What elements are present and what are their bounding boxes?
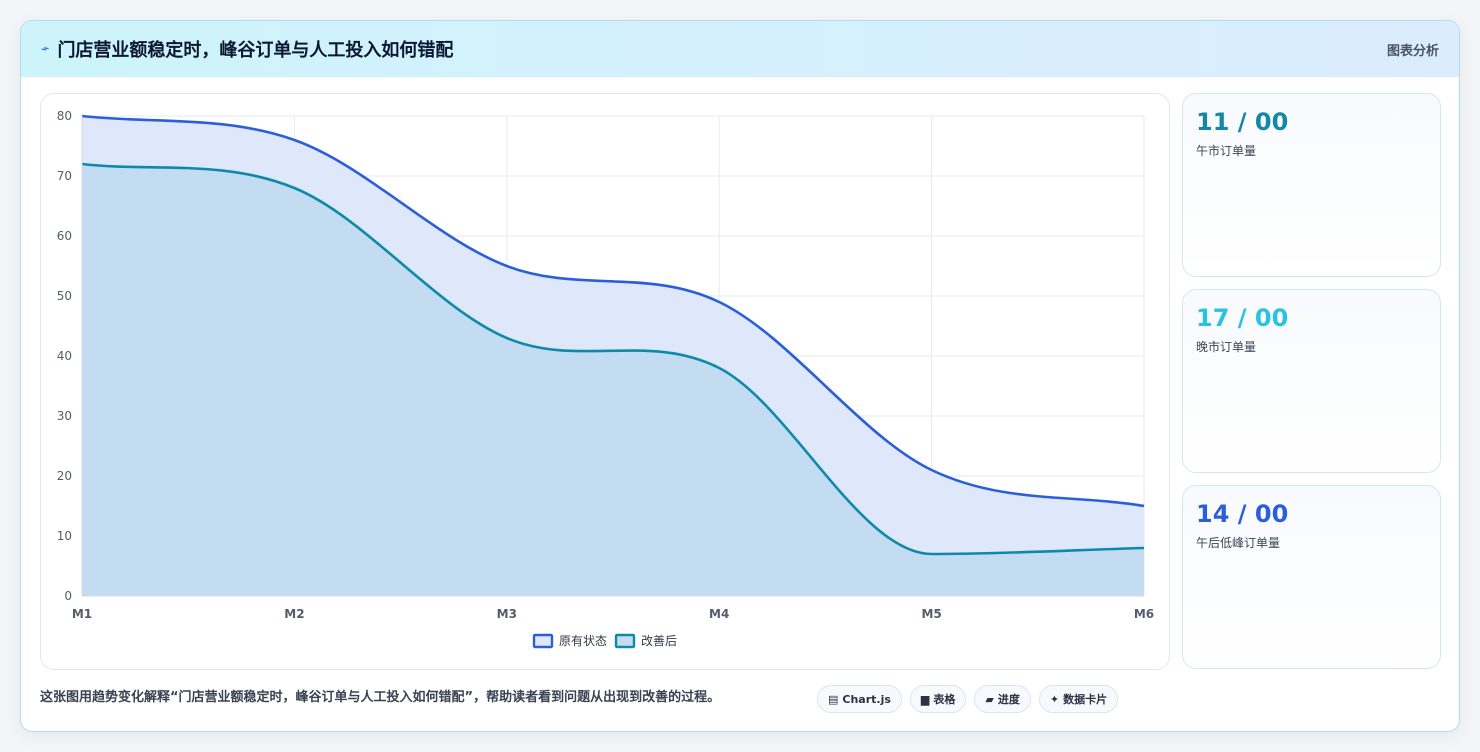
- stat-card-lunch: 11 / 00 午市订单量: [1182, 93, 1441, 277]
- stat-label: 晚市订单量: [1196, 340, 1257, 354]
- area-chart: 0 10 20 30 40 50 60 70 80 M1 M2 M3 M4 M5 M6 原有状态 改善后: [57, 109, 1154, 649]
- x-tick-label: M5: [921, 607, 941, 621]
- y-tick-label: 0: [64, 589, 72, 603]
- table-icon: ▆: [920, 692, 930, 706]
- chip-chartjs[interactable]: ▤ Chart.js: [817, 685, 902, 713]
- legend-label: 改善后: [641, 633, 677, 648]
- y-tick-label: 80: [57, 109, 72, 123]
- chip-data-card[interactable]: ✦ 数据卡片: [1038, 685, 1119, 713]
- legend-swatch: [532, 633, 554, 649]
- page-title: 门店营业额稳定时，峰谷订单与人工投入如何错配: [57, 40, 454, 61]
- series-line-0: [81, 114, 1145, 508]
- y-tick-label: 70: [57, 169, 72, 183]
- y-tick-label: 60: [57, 229, 72, 243]
- y-tick-label: 50: [57, 289, 72, 303]
- y-tick-label: 10: [57, 529, 72, 543]
- stat-card-dinner: 17 / 00 晚市订单量: [1182, 289, 1441, 473]
- x-tick-label: M1: [72, 607, 92, 621]
- x-tick-label: M4: [709, 607, 729, 621]
- title-wrap: ⌁ 门店营业额稳定时，峰谷订单与人工投入如何错配: [38, 36, 454, 62]
- x-tick-label: M2: [284, 607, 304, 621]
- chip-label: Chart.js: [842, 692, 891, 706]
- stat-value: 11 / 00: [1196, 108, 1289, 136]
- stat-value: 14 / 00: [1196, 500, 1289, 528]
- stat-card-offpeak: 14 / 00 午后低峰订单量: [1182, 485, 1441, 669]
- series-line-1: [81, 162, 1145, 556]
- chart-card: ⌁ 门店营业额稳定时，峰谷订单与人工投入如何错配 图表分析 0 10 20 30 40 5…: [20, 20, 1460, 732]
- chip-progress[interactable]: ▰ 进度: [974, 685, 1031, 713]
- chart-description: 这张图用趋势变化解释“门店营业额稳定时，峰谷订单与人工投入如何错配”，帮助读者看…: [40, 690, 721, 705]
- y-tick-label: 30: [57, 409, 72, 423]
- sparkle-icon: ✦: [1049, 692, 1060, 706]
- legend-swatch: [614, 633, 636, 649]
- chip-table[interactable]: ▆ 表格: [909, 685, 967, 713]
- y-tick-label: 20: [57, 469, 72, 483]
- legend-label: 原有状态: [559, 634, 607, 648]
- card-header: ⌁ 门店营业额稳定时，峰谷订单与人工投入如何错配 图表分析: [21, 21, 1459, 77]
- stat-label: 午后低峰订单量: [1196, 536, 1281, 550]
- stat-label: 午市订单量: [1196, 144, 1257, 158]
- trend-icon: ⌁: [38, 40, 52, 58]
- chart-icon: ▤: [828, 692, 839, 706]
- series-area-1: [82, 164, 1144, 596]
- chip-label: 进度: [997, 693, 1020, 706]
- progress-icon: ▰: [985, 692, 994, 706]
- chart-panel: 0 10 20 30 40 50 60 70 80 M1 M2 M3 M4 M5 M6 原有状态 改善后: [40, 93, 1170, 670]
- stat-value: 17 / 00: [1196, 304, 1289, 332]
- tag-chips: ▤ Chart.js ▆ 表格 ▰ 进度 ✦ 数据卡片: [817, 685, 1119, 713]
- chip-label: 表格: [933, 693, 956, 706]
- x-tick-label: M3: [497, 607, 517, 621]
- chip-label: 数据卡片: [1063, 693, 1108, 706]
- x-tick-label: M6: [1134, 607, 1154, 621]
- header-section-label: 图表分析: [1386, 43, 1439, 59]
- y-tick-label: 40: [57, 349, 72, 363]
